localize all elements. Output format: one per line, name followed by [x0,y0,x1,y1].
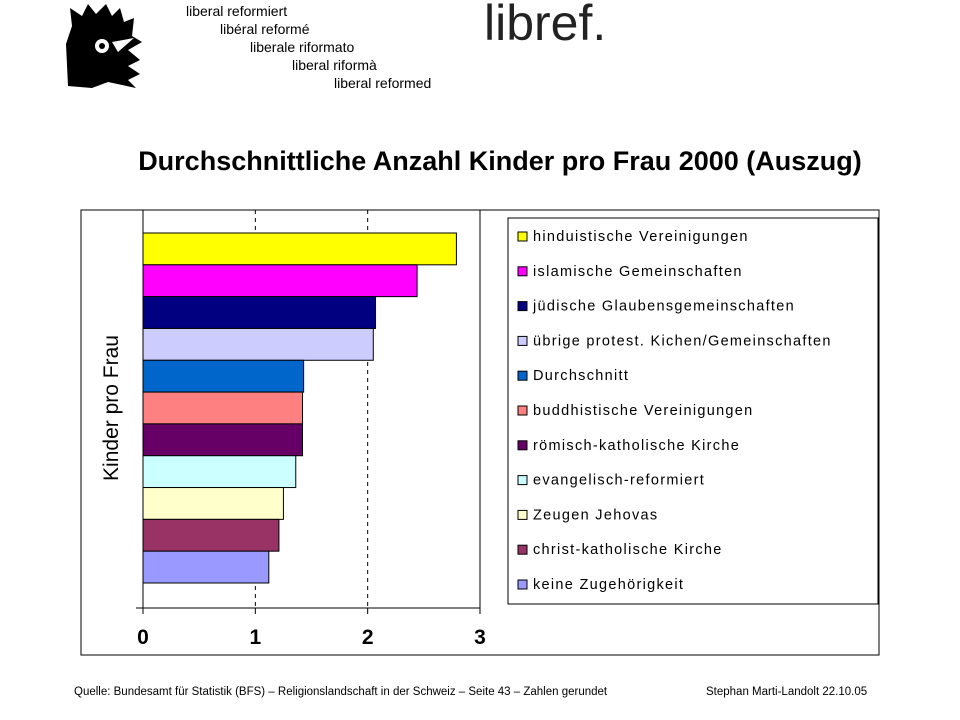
bar [142,455,297,489]
tagline-english: liberal reformed [334,75,432,91]
bar [142,550,270,584]
chart-title: Durchschnittliche Anzahl Kinder pro Frau… [138,146,862,176]
bar [142,487,284,520]
legend-swatch [517,301,528,312]
legend-swatch [517,335,528,346]
legend-label: buddhistische Vereinigungen [533,403,754,419]
tagline-italian: liberale riformato [250,39,355,55]
legend-label: islamische Gemeinschaften [533,264,743,280]
author-credit: Stephan Marti-Landolt 22.10.05 [706,686,868,698]
legend-swatch [517,475,528,486]
legend-swatch [517,509,528,520]
tagline-french: libéral reformé [220,21,310,37]
bar [142,264,418,298]
tagline-german: liberal reformiert [186,3,288,19]
legend-label: übrige protest. Kichen/Gemeinschaften [533,333,832,349]
legend-box [507,217,879,605]
legend-label: jüdische Glaubensgemeinschaften [532,299,795,315]
legend-swatch [517,266,528,277]
y-axis-label: Kinder pro Frau [100,335,123,481]
legend-swatch [517,231,528,242]
x-tick-label: 0 [137,626,149,649]
bar [142,423,304,457]
legend-label: römisch-katholische Kirche [533,438,740,454]
legend-swatch [517,579,528,590]
bar [142,232,457,266]
legend-label: Zeugen Jehovas [533,507,658,523]
legend-label: hinduistische Vereinigungen [533,229,749,245]
source-note: Quelle: Bundesamt für Statistik (BFS) – … [74,686,608,698]
x-tick-label: 3 [474,626,486,649]
legend-label: keine Zugehörigkeit [533,577,684,593]
legend-label: christ-katholische Kirche [533,542,723,558]
brand-name: libref. [484,0,607,51]
bar [142,327,374,361]
legend-label: Durchschnitt [533,368,629,384]
bar [142,359,305,393]
bar [142,518,280,552]
tagline-romansh: liberal riformà [292,57,377,73]
bar [142,296,377,329]
bar [142,391,304,425]
rooster-logo [62,2,146,90]
legend-swatch [517,544,528,555]
legend-swatch [517,370,528,381]
legend-swatch [517,405,528,416]
x-tick-label: 2 [362,626,374,649]
legend-label: evangelisch-reformiert [533,473,705,489]
x-tick-label: 1 [249,626,261,649]
legend-swatch [517,440,528,451]
